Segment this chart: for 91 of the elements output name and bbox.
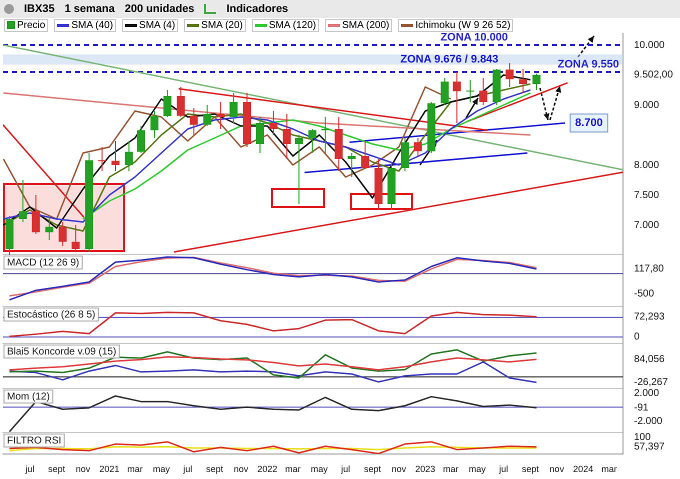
band-label: ZONA 9.676 / 9.843 [400, 53, 498, 66]
candlestick [32, 194, 40, 234]
x-tick-label: jul [24, 464, 34, 474]
legend-label: SMA (40) [71, 20, 114, 31]
candlestick [414, 138, 422, 156]
x-tick-label: nov [234, 464, 249, 474]
candlestick [519, 68, 528, 94]
candlestick [124, 140, 133, 172]
candlestick [269, 110, 278, 136]
candlestick [506, 62, 514, 88]
x-tick-label: mar [285, 464, 301, 474]
candlestick [190, 108, 198, 136]
candlestick [256, 116, 264, 154]
x-tick-label: mar [601, 464, 617, 474]
y-tick-label: 7.500 [634, 190, 660, 201]
x-tick-label: may [152, 464, 170, 474]
candlestick [532, 73, 540, 90]
y-tick-label: 84,056 [634, 354, 666, 366]
y-tick-label: -2.000 [634, 416, 663, 427]
y-tick-label: 7.000 [634, 220, 660, 231]
y-tick-label: 10.000 [634, 40, 666, 51]
legend-label: SMA (120) [268, 20, 316, 31]
x-tick-label: jul [498, 464, 508, 474]
candlestick [216, 102, 225, 130]
x-tick-label: 2024 [573, 464, 594, 474]
x-tick-label: sept [522, 464, 540, 474]
x-tick-label: nov [550, 464, 565, 474]
chart-title: Estocástico (26 8 5) [7, 309, 96, 320]
chart-title: IBX35 [24, 3, 55, 15]
y-tick-label: 72,293 [634, 311, 666, 322]
candlestick [466, 79, 474, 102]
x-tick-label: nov [76, 464, 91, 474]
ref-line-label: ZONA 9.550 [558, 58, 619, 71]
y-tick-label: 9.000 [634, 100, 660, 111]
y-tick-label: 117,80 [634, 264, 664, 275]
candlestick [230, 92, 238, 124]
y-tick-label: 57,397 [634, 442, 666, 453]
y-tick-label: 0 [634, 332, 640, 343]
chart-title: Mom (12) [7, 391, 50, 402]
x-tick-label: 2023 [415, 464, 436, 474]
candlestick [150, 110, 158, 138]
x-tick-label: may [468, 464, 486, 474]
text: 1 semana [64, 3, 115, 15]
y-tick-label: 9.502,00 [634, 70, 674, 81]
candlestick [440, 78, 449, 106]
x-tick-label: jul [340, 464, 350, 474]
candlestick [452, 72, 461, 124]
legend-label: Ichimoku (W 9 26 52) [415, 20, 510, 31]
candlestick [282, 114, 291, 160]
candlestick [361, 140, 370, 168]
x-tick-label: sept [48, 464, 66, 474]
text: 200 unidades [124, 3, 194, 15]
candlestick [203, 104, 212, 126]
annotation: 8.700 [575, 117, 603, 130]
candlestick [18, 180, 27, 222]
y-tick-label: 100 [634, 432, 652, 444]
candlestick [58, 222, 67, 246]
candlestick [137, 126, 146, 154]
candlestick [176, 86, 185, 118]
legend-label: SMA (200) [342, 20, 390, 31]
candlestick [45, 216, 54, 240]
x-tick-label: sept [364, 464, 382, 474]
candlestick [98, 146, 106, 172]
chart-title: MACD (12 26 9) [7, 257, 80, 268]
y-tick-label: -91 [634, 402, 649, 414]
y-tick-label: 2.000 [634, 388, 660, 399]
legend-label: SMA (20) [201, 20, 243, 31]
x-tick-label: 2022 [257, 464, 278, 474]
x-tick-label: nov [392, 464, 407, 474]
chart-title: FILTRO RSI [7, 435, 62, 446]
x-tick-label: sept [206, 464, 224, 474]
x-tick-label: mar [443, 464, 459, 474]
chart-title: Blai5 Koncorde v.09 (15) [7, 346, 116, 358]
x-tick-label: jul [182, 464, 192, 474]
candlestick [308, 128, 316, 154]
text: Indicadores [226, 3, 288, 15]
ref-line-label: ZONA 10.000 [440, 32, 508, 44]
candlestick [111, 140, 120, 172]
legend-label: Precio [17, 20, 46, 31]
y-tick-label: 8.000 [634, 160, 660, 171]
x-tick-label: may [310, 464, 328, 474]
candlestick [72, 224, 80, 252]
y-tick-label: -26,267 [634, 377, 668, 388]
y-tick-label: -500 [634, 288, 654, 300]
x-tick-label: mar [127, 464, 143, 474]
x-tick-label: 2021 [99, 464, 120, 474]
candlestick [163, 90, 172, 118]
candlestick [479, 78, 488, 106]
legend-label: SMA (4) [139, 20, 176, 31]
candlestick [348, 152, 356, 178]
candlestick [294, 134, 303, 204]
